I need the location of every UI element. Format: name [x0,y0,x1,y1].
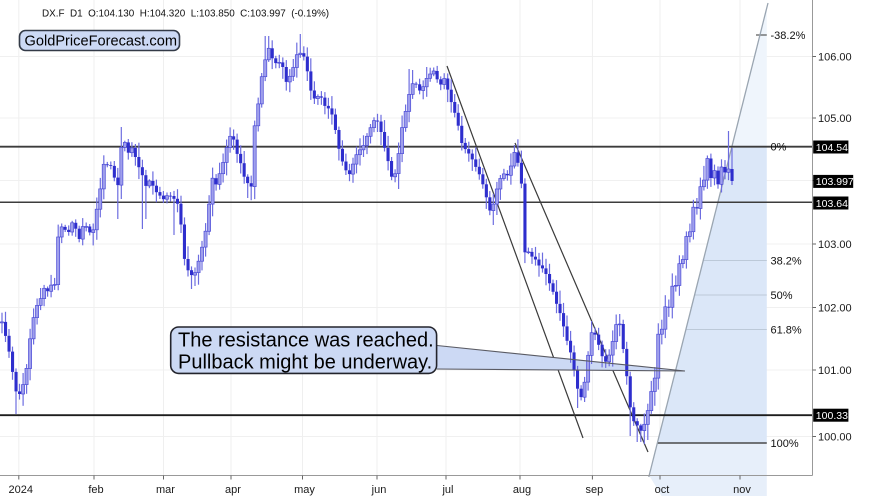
svg-text:feb: feb [88,484,103,496]
svg-text:nov: nov [733,484,751,496]
svg-text:101.00: 101.00 [818,365,852,377]
svg-text:50%: 50% [771,290,793,302]
svg-text:mar: mar [156,484,175,496]
svg-text:apr: apr [225,484,241,496]
svg-text:-38.2%: -38.2% [771,30,806,42]
svg-text:106.00: 106.00 [818,52,852,64]
svg-text:100%: 100% [771,438,799,450]
svg-text:103.00: 103.00 [818,239,852,251]
svg-text:38.2%: 38.2% [771,256,802,268]
svg-text:aug: aug [513,484,531,496]
svg-text:GoldPriceForecast.com: GoldPriceForecast.com [25,34,177,50]
svg-text:100.33: 100.33 [816,410,848,422]
svg-text:Pullback might be underway.: Pullback might be underway. [178,352,432,374]
svg-text:sep: sep [586,484,604,496]
svg-text:102.00: 102.00 [818,303,852,315]
svg-text:105.00: 105.00 [818,113,852,125]
svg-text:100.00: 100.00 [818,432,852,444]
svg-text:103.997: 103.997 [816,176,854,188]
svg-text:oct: oct [655,484,670,496]
svg-text:103.64: 103.64 [816,198,848,210]
svg-text:0%: 0% [771,142,787,154]
svg-text:jul: jul [441,484,453,496]
svg-text:may: may [294,484,315,496]
svg-text:61.8%: 61.8% [771,325,802,337]
svg-text:jun: jun [371,484,387,496]
svg-text:The resistance was reached.: The resistance was reached. [178,330,434,352]
svg-text:DX.F D1 O:104.130 H:104.320: DX.F D1 O:104.130 H:104.320 L:103.850 C:… [42,8,329,19]
svg-text:2024: 2024 [9,484,33,496]
svg-text:104.54: 104.54 [816,142,848,154]
